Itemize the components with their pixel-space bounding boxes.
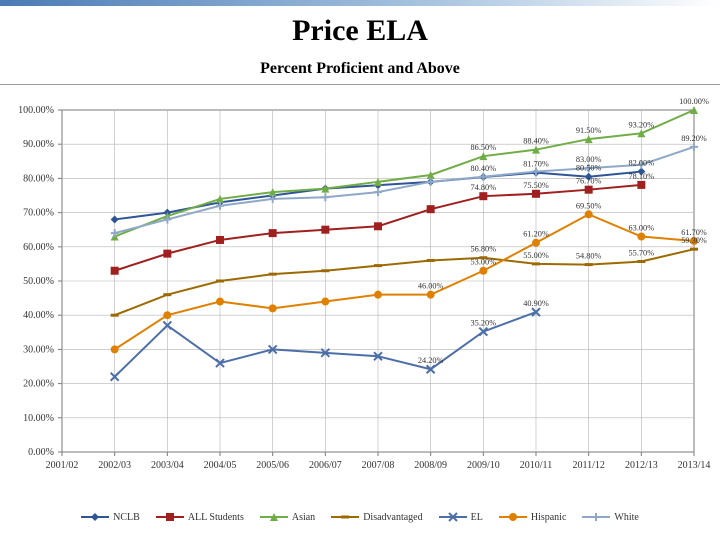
- svg-text:75.50%: 75.50%: [523, 181, 549, 190]
- svg-text:80.50%: 80.50%: [576, 164, 602, 173]
- svg-text:70.00%: 70.00%: [23, 208, 54, 219]
- svg-text:74.80%: 74.80%: [471, 183, 497, 192]
- svg-text:2001/02: 2001/02: [46, 460, 79, 471]
- header-gradient: [0, 0, 720, 6]
- svg-text:100.00%: 100.00%: [18, 105, 54, 116]
- svg-text:35.20%: 35.20%: [471, 319, 497, 328]
- svg-text:63.00%: 63.00%: [629, 224, 655, 233]
- svg-text:2004/05: 2004/05: [204, 460, 237, 471]
- legend-item: ALL Students: [156, 511, 244, 523]
- svg-text:100.00%: 100.00%: [679, 97, 709, 106]
- svg-text:0.00%: 0.00%: [28, 447, 54, 458]
- svg-text:30.00%: 30.00%: [23, 344, 54, 355]
- svg-text:2005/06: 2005/06: [256, 460, 289, 471]
- svg-text:2013/14: 2013/14: [678, 460, 711, 471]
- svg-text:2008/09: 2008/09: [414, 460, 447, 471]
- svg-text:2009/10: 2009/10: [467, 460, 500, 471]
- svg-text:78.10%: 78.10%: [629, 172, 655, 181]
- legend: NCLB ALL Students Asian Disadvantaged EL Hisp…: [0, 510, 720, 528]
- chart-subtitle: Percent Proficient and Above: [0, 60, 720, 78]
- chart-title: Price ELA: [0, 14, 720, 48]
- svg-text:61.70%: 61.70%: [681, 228, 707, 237]
- svg-text:2003/04: 2003/04: [151, 460, 184, 471]
- svg-text:82.00%: 82.00%: [629, 159, 655, 168]
- svg-text:80.40%: 80.40%: [471, 164, 497, 173]
- svg-text:54.80%: 54.80%: [576, 252, 602, 261]
- svg-text:93.20%: 93.20%: [629, 120, 655, 129]
- svg-text:2011/12: 2011/12: [572, 460, 604, 471]
- svg-text:60.00%: 60.00%: [23, 242, 54, 253]
- legend-item: White: [582, 511, 638, 523]
- svg-text:40.90%: 40.90%: [523, 299, 549, 308]
- svg-text:69.50%: 69.50%: [576, 201, 602, 210]
- svg-text:88.40%: 88.40%: [523, 137, 549, 146]
- svg-text:56.80%: 56.80%: [471, 245, 497, 254]
- line-chart: 0.00% 10.00% 20.00% 30.00% 40.00% 50.00% 60.00…: [0, 96, 720, 516]
- svg-text:24.20%: 24.20%: [418, 356, 444, 365]
- legend-item: NCLB: [81, 511, 140, 523]
- svg-text:89.20%: 89.20%: [681, 134, 707, 143]
- svg-text:50.00%: 50.00%: [23, 276, 54, 287]
- svg-text:46.00%: 46.00%: [418, 282, 444, 291]
- legend-item: EL: [439, 511, 483, 523]
- svg-text:40.00%: 40.00%: [23, 310, 54, 321]
- svg-text:80.00%: 80.00%: [23, 173, 54, 184]
- legend-item: Asian: [260, 511, 315, 523]
- legend-item: Hispanic: [499, 511, 567, 523]
- svg-text:61.20%: 61.20%: [523, 230, 549, 239]
- svg-text:2007/08: 2007/08: [362, 460, 395, 471]
- svg-text:91.50%: 91.50%: [576, 126, 602, 135]
- svg-text:86.50%: 86.50%: [471, 143, 497, 152]
- svg-text:55.70%: 55.70%: [629, 249, 655, 258]
- svg-text:59.30%: 59.30%: [681, 236, 707, 245]
- svg-text:81.70%: 81.70%: [523, 160, 549, 169]
- title-rule: [0, 84, 720, 85]
- svg-text:20.00%: 20.00%: [23, 379, 54, 390]
- svg-text:10.00%: 10.00%: [23, 413, 54, 424]
- svg-text:83.00%: 83.00%: [576, 155, 602, 164]
- svg-text:2006/07: 2006/07: [309, 460, 342, 471]
- legend-item: Disadvantaged: [331, 511, 422, 523]
- svg-text:2002/03: 2002/03: [98, 460, 131, 471]
- svg-text:2010/11: 2010/11: [520, 460, 552, 471]
- svg-text:53.00%: 53.00%: [471, 258, 497, 267]
- svg-text:76.70%: 76.70%: [576, 177, 602, 186]
- svg-text:90.00%: 90.00%: [23, 139, 54, 150]
- svg-text:2012/13: 2012/13: [625, 460, 658, 471]
- svg-text:55.00%: 55.00%: [523, 251, 549, 260]
